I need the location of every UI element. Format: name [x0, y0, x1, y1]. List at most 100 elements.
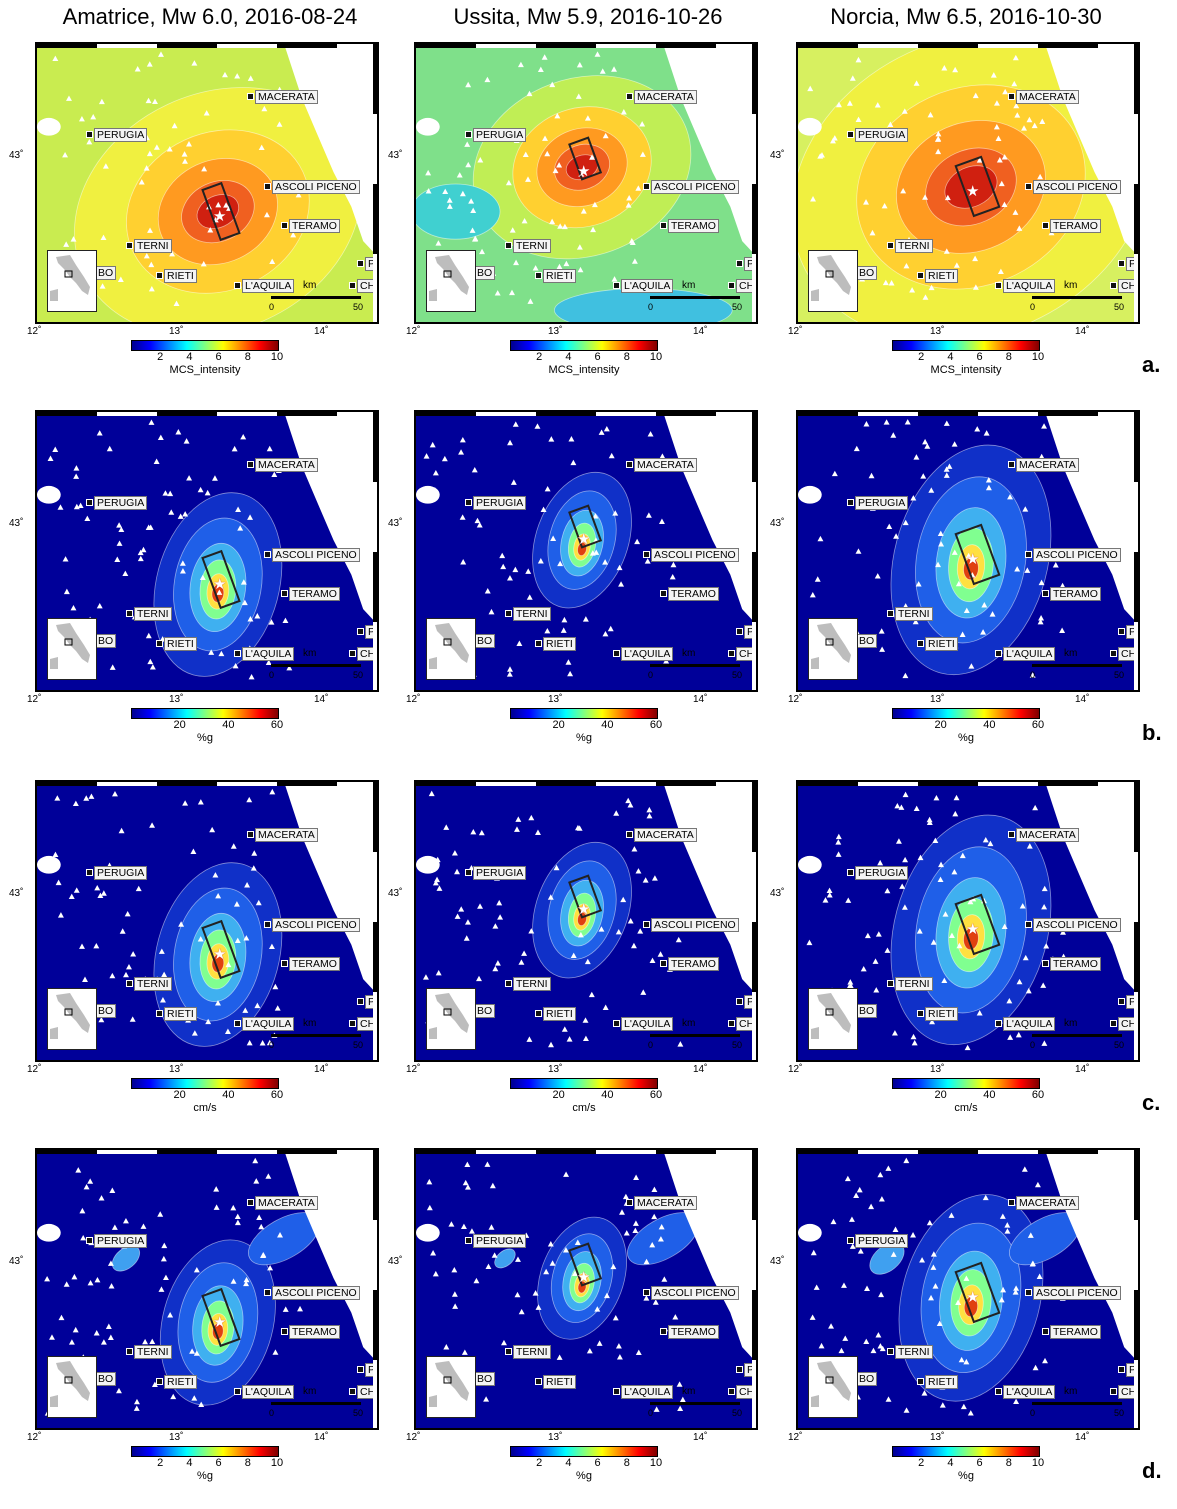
city-marker-icon — [1110, 282, 1117, 289]
city-label: TERAMO — [1050, 957, 1101, 971]
frame-tick — [798, 44, 1138, 48]
scale-bar — [650, 1402, 740, 1405]
city-marker-icon — [643, 921, 650, 928]
colorbar-unit-label: cm/s — [954, 1102, 978, 1114]
city-marker-icon — [281, 222, 288, 229]
italy-inset-map — [808, 250, 858, 312]
city-marker-icon — [1042, 1328, 1049, 1335]
city-marker-icon — [1025, 551, 1032, 558]
colorbar-ticks: 2 4 6 8 10 — [504, 351, 664, 365]
city-label: BO — [95, 266, 117, 280]
colorbar-tick-label: 10 — [270, 351, 284, 363]
colorbar-ticks: 2 4 6 8 10 — [125, 351, 285, 365]
frame-tick — [416, 44, 756, 48]
city-label: ASCOLI PICENO — [651, 918, 739, 932]
city-label: BO — [856, 266, 878, 280]
city-label: TERAMO — [1050, 587, 1101, 601]
city-label: PERUGIA — [473, 866, 527, 880]
colorbar-tick-label: 2 — [157, 1457, 164, 1469]
longitude-tick-label: 14˚ — [314, 1432, 329, 1443]
colorbar-ticks: 2 4 6 8 10 — [886, 351, 1046, 365]
scale-bar — [1032, 1402, 1122, 1405]
city-marker-icon — [1042, 590, 1049, 597]
city-marker-icon — [917, 1378, 924, 1385]
city-marker-icon — [505, 242, 512, 249]
city-marker-icon — [995, 650, 1002, 657]
city-marker-icon — [1025, 1289, 1032, 1296]
city-label: ASCOLI PICENO — [651, 180, 739, 194]
colorbar-ticks: 2 4 6 8 10 — [504, 1457, 664, 1471]
scale-min: 0 — [1030, 670, 1036, 680]
colorbar-unit-label: MCS_intensity — [930, 364, 1002, 376]
colorbar-tick-label: 10 — [270, 1457, 284, 1469]
epicenter-star-icon: ★ — [577, 901, 591, 918]
city-marker-icon — [1118, 628, 1125, 635]
colorbar-tick-label: 8 — [1005, 1457, 1012, 1469]
city-marker-icon — [613, 1388, 620, 1395]
city-marker-icon — [156, 1010, 163, 1017]
longitude-tick-label: 13˚ — [930, 1064, 945, 1075]
scale-max: 50 — [1114, 670, 1125, 680]
city-marker-icon — [281, 960, 288, 967]
map-b-1: ★ MACERATA PERUGIA ASCOLI PICENO TERAMO TERNI… — [414, 410, 758, 692]
frame-tick — [373, 412, 377, 690]
city-label: TERNI — [134, 239, 172, 253]
city-label: RIETI — [925, 637, 958, 651]
city-label: ASCOLI PICENO — [651, 548, 739, 562]
city-marker-icon — [728, 1020, 735, 1027]
city-marker-icon — [505, 980, 512, 987]
scale-bar — [1032, 296, 1122, 299]
city-marker-icon — [126, 1348, 133, 1355]
city-marker-icon — [995, 1020, 1002, 1027]
city-marker-icon — [156, 640, 163, 647]
city-marker-icon — [156, 1378, 163, 1385]
city-label: TERAMO — [289, 1325, 340, 1339]
longitude-tick-label: 12˚ — [788, 1432, 803, 1443]
city-label: RIETI — [164, 1375, 197, 1389]
city-marker-icon — [465, 1237, 472, 1244]
city-marker-icon — [736, 260, 743, 267]
city-label: RIETI — [164, 269, 197, 283]
city-marker-icon — [357, 260, 364, 267]
scale-bar — [650, 296, 740, 299]
colorbar-tick-label: 40 — [601, 1089, 614, 1101]
colorbar-tick-label: 2 — [157, 351, 164, 363]
city-label: PERUGIA — [94, 1234, 148, 1248]
city-marker-icon — [349, 650, 356, 657]
frame-tick — [1134, 412, 1138, 690]
city-label: ASCOLI PICENO — [1033, 918, 1121, 932]
city-marker-icon — [736, 628, 743, 635]
city-label: MACERATA — [634, 458, 697, 472]
latitude-tick-label: 43˚ — [9, 1256, 24, 1267]
city-marker-icon — [917, 1010, 924, 1017]
longitude-tick-label: 14˚ — [693, 326, 708, 337]
city-label: L'AQUILA — [621, 1385, 674, 1399]
city-label: RIETI — [543, 269, 576, 283]
longitude-tick-label: 14˚ — [1075, 694, 1090, 705]
scale-max: 50 — [1114, 302, 1125, 312]
colorbar-tick-label: 60 — [1031, 1089, 1045, 1101]
city-label: MACERATA — [255, 1196, 318, 1210]
city-label: ASCOLI PICENO — [272, 548, 360, 562]
map-a-1: ★ MACERATA PERUGIA ASCOLI PICENO TERAMO TERNI… — [414, 42, 758, 324]
colorbar: 2 4 6 8 10 %g — [504, 1446, 664, 1482]
city-marker-icon — [86, 1237, 93, 1244]
city-marker-icon — [1008, 1199, 1015, 1206]
city-label: CH — [1118, 279, 1138, 293]
colorbar: 2 4 6 8 10 MCS_intensity — [504, 340, 664, 376]
scale-min: 0 — [269, 1040, 275, 1050]
scale-unit: km — [682, 1386, 696, 1397]
frame-tick — [416, 412, 756, 416]
city-label: CH — [1118, 1385, 1138, 1399]
longitude-tick-label: 12˚ — [27, 1064, 42, 1075]
city-marker-icon — [847, 131, 854, 138]
scale-unit: km — [303, 280, 317, 291]
colorbar-tick-label: 8 — [623, 1457, 630, 1469]
colorbar-tick-label: 40 — [983, 1089, 996, 1101]
colorbar-unit-label: cm/s — [572, 1102, 596, 1114]
colorbar-ticks: 20 40 60 — [886, 719, 1046, 733]
city-marker-icon — [126, 610, 133, 617]
column-title-ussita: Ussita, Mw 5.9, 2016-10-26 — [453, 4, 723, 29]
city-marker-icon — [1042, 222, 1049, 229]
city-marker-icon — [887, 610, 894, 617]
